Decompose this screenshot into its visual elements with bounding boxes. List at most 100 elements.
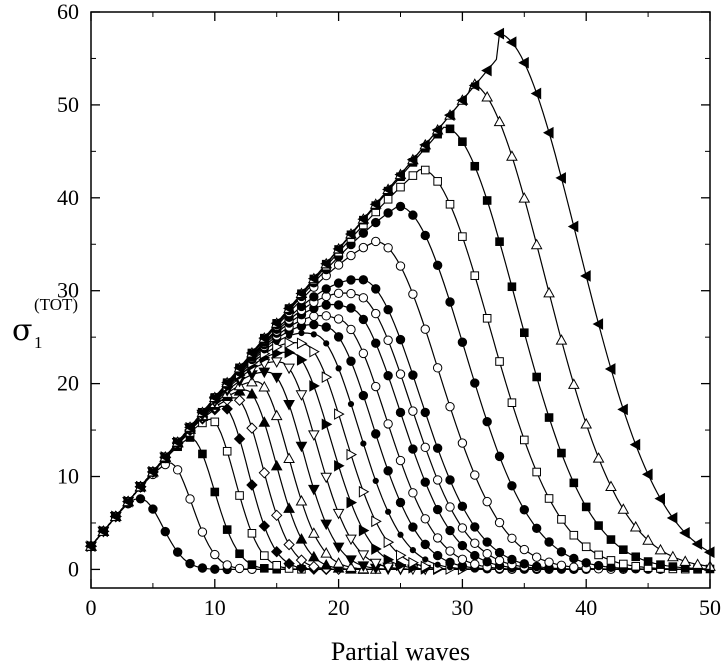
data-point [295, 533, 308, 544]
data-point [555, 172, 566, 184]
data-point [345, 561, 357, 572]
data-point [184, 421, 195, 434]
series-points-3 [86, 433, 281, 574]
series-points-1 [86, 494, 232, 575]
series-line-15 [90, 315, 710, 570]
data-point [519, 505, 529, 515]
data-point [420, 442, 430, 453]
data-point [307, 550, 320, 562]
data-point [270, 409, 283, 421]
data-point [520, 435, 529, 445]
data-point [420, 165, 430, 175]
data-point [433, 177, 442, 186]
data-point [246, 375, 258, 387]
data-point [667, 550, 679, 562]
data-point [409, 547, 416, 554]
y-axis-title-symbol: σ [12, 313, 32, 348]
data-point [445, 475, 455, 485]
data-point [159, 451, 170, 463]
data-point [482, 417, 492, 427]
data-point [470, 522, 480, 532]
data-point [506, 150, 518, 161]
data-point [432, 533, 443, 543]
data-point [408, 488, 418, 498]
data-point [397, 531, 404, 538]
data-point [210, 549, 220, 560]
data-point [629, 520, 642, 532]
data-point [245, 347, 257, 359]
data-point [432, 443, 443, 453]
data-point [617, 403, 628, 416]
data-point [358, 390, 369, 401]
data-point [295, 562, 308, 574]
data-point [185, 494, 195, 504]
data-point [457, 438, 468, 448]
data-point [197, 563, 208, 573]
axis-ticks: 0 10 20 30 40 50 0 10 20 30 40 50 60 [57, 0, 721, 620]
data-point [654, 543, 667, 555]
data-point [321, 322, 331, 332]
data-point [332, 542, 345, 554]
data-point [369, 198, 381, 211]
data-point [344, 228, 356, 240]
data-point [395, 201, 406, 212]
data-point [333, 314, 344, 324]
data-point [394, 168, 405, 181]
data-point [320, 547, 333, 558]
data-point [470, 161, 480, 171]
y-tick-label: 60 [57, 0, 79, 24]
data-point [335, 365, 342, 372]
data-point [482, 549, 492, 559]
data-point [482, 537, 492, 547]
data-point [320, 257, 331, 270]
data-point [358, 242, 369, 253]
x-tick-label: 10 [204, 595, 226, 620]
data-point [617, 503, 630, 514]
data-point [383, 536, 395, 549]
y-tick-label: 50 [57, 92, 79, 117]
data-point [420, 539, 430, 550]
data-point [457, 337, 468, 347]
data-point [283, 400, 295, 411]
data-point [419, 139, 430, 151]
data-point [543, 286, 555, 298]
data-point [321, 371, 333, 383]
data-point [185, 558, 195, 569]
data-point [233, 361, 245, 374]
data-point [395, 497, 406, 508]
data-point [556, 547, 567, 557]
data-point [321, 418, 333, 431]
data-point [592, 452, 605, 463]
data-point [358, 314, 369, 325]
data-point [357, 550, 370, 561]
data-point [307, 527, 320, 538]
data-point [420, 324, 430, 334]
data-point [482, 496, 492, 507]
data-point [371, 308, 381, 319]
data-point [383, 419, 393, 429]
data-point [258, 467, 271, 479]
data-point [642, 534, 654, 545]
data-point [456, 94, 467, 107]
data-point [420, 407, 430, 418]
data-point [382, 183, 393, 196]
x-axis-title: Partial waves [331, 637, 470, 661]
data-point [555, 334, 568, 345]
data-point [604, 363, 616, 375]
data-point [309, 292, 319, 302]
data-point [283, 538, 295, 551]
data-point [345, 534, 357, 546]
data-point [668, 562, 678, 571]
data-point [470, 538, 480, 548]
series-points-9 [85, 367, 407, 576]
data-point [358, 485, 370, 498]
data-point [333, 260, 344, 270]
y-axis-title-subscript: 1 [34, 333, 43, 352]
data-point [494, 517, 505, 528]
data-point [172, 465, 183, 475]
data-point [246, 422, 258, 434]
series-points-24 [84, 27, 715, 559]
data-point [358, 275, 369, 285]
data-point [507, 282, 517, 292]
series-line-23 [90, 82, 711, 567]
